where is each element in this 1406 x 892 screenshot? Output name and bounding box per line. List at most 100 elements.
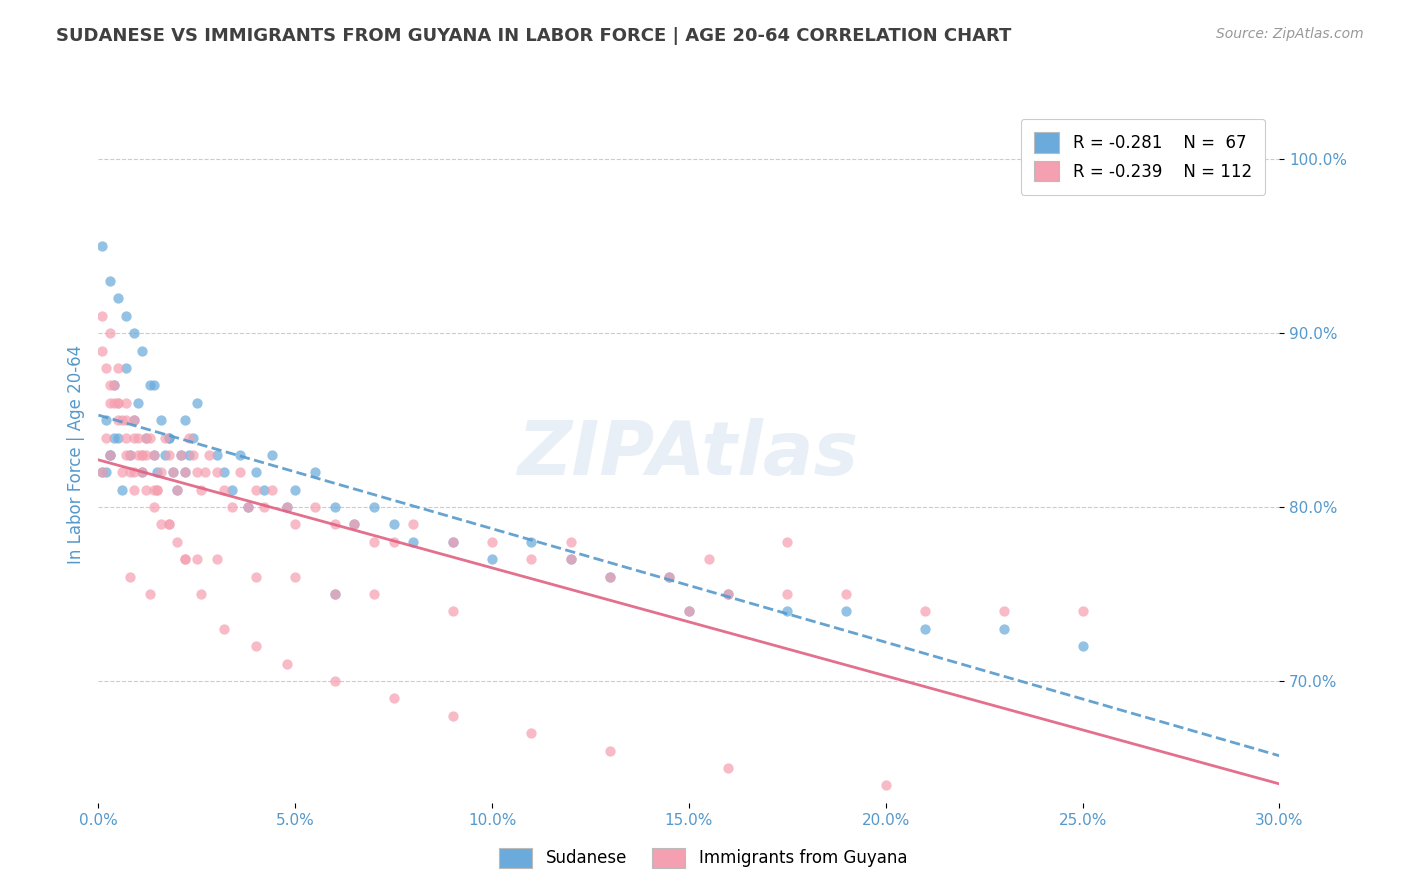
- Point: [118, 448, 141, 462]
- Point: [103, 378, 125, 392]
- Point: [103, 395, 125, 409]
- Point: [697, 552, 720, 566]
- Point: [776, 534, 799, 549]
- Point: [205, 552, 228, 566]
- Y-axis label: In Labor Force | Age 20-64: In Labor Force | Age 20-64: [66, 345, 84, 565]
- Point: [284, 483, 307, 497]
- Point: [520, 552, 543, 566]
- Point: [111, 465, 134, 479]
- Point: [177, 430, 200, 444]
- Point: [118, 448, 141, 462]
- Point: [284, 517, 307, 532]
- Point: [115, 309, 138, 323]
- Point: [98, 448, 121, 462]
- Point: [146, 483, 169, 497]
- Point: [122, 413, 145, 427]
- Point: [253, 483, 276, 497]
- Point: [441, 708, 464, 723]
- Point: [107, 360, 129, 375]
- Point: [157, 430, 180, 444]
- Point: [150, 517, 173, 532]
- Point: [402, 534, 425, 549]
- Text: Source: ZipAtlas.com: Source: ZipAtlas.com: [1216, 27, 1364, 41]
- Point: [875, 778, 897, 792]
- Point: [776, 604, 799, 618]
- Point: [131, 465, 153, 479]
- Point: [91, 239, 114, 253]
- Point: [343, 517, 366, 532]
- Point: [138, 587, 160, 601]
- Point: [229, 465, 252, 479]
- Point: [260, 483, 283, 497]
- Point: [98, 448, 121, 462]
- Point: [214, 483, 236, 497]
- Point: [170, 448, 193, 462]
- Point: [146, 483, 169, 497]
- Point: [174, 465, 197, 479]
- Point: [658, 569, 681, 583]
- Point: [599, 569, 621, 583]
- Point: [115, 430, 138, 444]
- Point: [98, 395, 121, 409]
- Point: [245, 483, 267, 497]
- Point: [323, 587, 346, 601]
- Point: [122, 413, 145, 427]
- Point: [402, 517, 425, 532]
- Point: [560, 552, 582, 566]
- Point: [382, 534, 405, 549]
- Text: SUDANESE VS IMMIGRANTS FROM GUYANA IN LABOR FORCE | AGE 20-64 CORRELATION CHART: SUDANESE VS IMMIGRANTS FROM GUYANA IN LA…: [56, 27, 1011, 45]
- Point: [678, 604, 700, 618]
- Point: [162, 465, 184, 479]
- Point: [131, 465, 153, 479]
- Point: [166, 483, 188, 497]
- Point: [441, 604, 464, 618]
- Point: [658, 569, 681, 583]
- Point: [166, 483, 188, 497]
- Point: [382, 691, 405, 706]
- Point: [107, 395, 129, 409]
- Point: [560, 552, 582, 566]
- Point: [993, 604, 1015, 618]
- Point: [107, 291, 129, 305]
- Point: [481, 552, 503, 566]
- Point: [835, 604, 858, 618]
- Point: [323, 587, 346, 601]
- Legend: Sudanese, Immigrants from Guyana: Sudanese, Immigrants from Guyana: [492, 841, 914, 875]
- Point: [118, 569, 141, 583]
- Point: [135, 483, 157, 497]
- Point: [343, 517, 366, 532]
- Point: [174, 552, 197, 566]
- Point: [776, 587, 799, 601]
- Point: [236, 500, 259, 514]
- Point: [150, 465, 173, 479]
- Point: [520, 534, 543, 549]
- Point: [107, 430, 129, 444]
- Text: ZIPAtlas: ZIPAtlas: [519, 418, 859, 491]
- Point: [166, 534, 188, 549]
- Point: [91, 465, 114, 479]
- Point: [131, 343, 153, 358]
- Point: [181, 448, 204, 462]
- Point: [107, 395, 129, 409]
- Point: [142, 448, 165, 462]
- Point: [835, 587, 858, 601]
- Point: [131, 448, 153, 462]
- Point: [1071, 604, 1094, 618]
- Point: [560, 534, 582, 549]
- Point: [253, 500, 276, 514]
- Point: [103, 430, 125, 444]
- Point: [186, 395, 208, 409]
- Point: [98, 378, 121, 392]
- Point: [363, 587, 385, 601]
- Point: [122, 430, 145, 444]
- Point: [914, 622, 936, 636]
- Point: [214, 622, 236, 636]
- Point: [382, 517, 405, 532]
- Point: [142, 378, 165, 392]
- Point: [363, 534, 385, 549]
- Point: [221, 500, 243, 514]
- Point: [678, 604, 700, 618]
- Point: [135, 448, 157, 462]
- Point: [118, 465, 141, 479]
- Point: [276, 500, 298, 514]
